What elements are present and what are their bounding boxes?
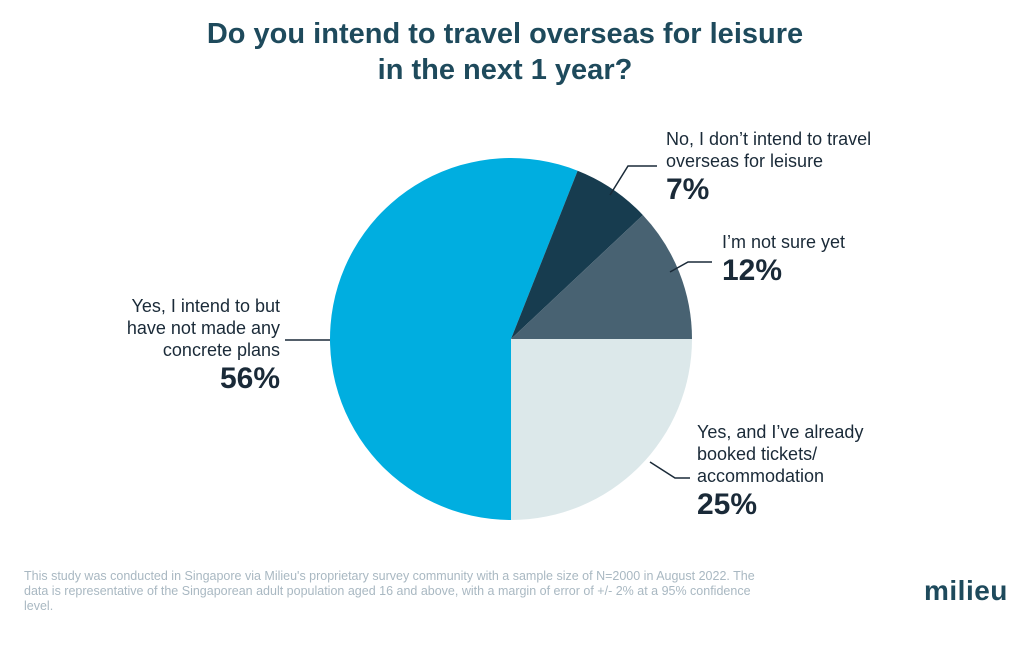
slice-label-booked-line2: booked tickets/: [697, 444, 818, 464]
slice-label-booked-line1: Yes, and I’ve already: [697, 422, 864, 442]
slice-value-not-sure: 12%: [722, 254, 783, 287]
slice-label-booked: Yes, and I’ve already booked tickets/ ac…: [697, 421, 863, 523]
leader-line-not-sure: [669, 261, 712, 273]
leader-line-no: [609, 165, 657, 196]
milieu-logo: milieu: [924, 575, 1008, 606]
leader-line-booked: [649, 461, 690, 479]
slice-label-no-line1: No, I don’t intend to travel: [666, 129, 872, 149]
slice-value-no: 7%: [666, 173, 710, 206]
slice-label-no: No, I don’t intend to travel overseas fo…: [666, 128, 871, 208]
slice-booked: [511, 339, 692, 520]
slice-label-yes-no-plans-line2: have not made any: [126, 318, 280, 338]
chart-title-line1: Do you intend to travel overseas for lei…: [206, 18, 804, 50]
slice-value-booked: 25%: [697, 488, 758, 521]
footnote: This study was conducted in Singapore vi…: [24, 569, 755, 613]
chart-title-line2: in the next 1 year?: [377, 54, 633, 86]
slice-label-no-line2: overseas for leisure: [666, 151, 824, 171]
slice-label-not-sure-line1: I’m not sure yet: [722, 232, 846, 252]
slice-label-yes-no-plans-line3: concrete plans: [162, 340, 280, 360]
slice-label-not-sure: I’m not sure yet 12%: [722, 231, 845, 289]
chart-title: Do you intend to travel overseas for lei…: [0, 16, 1010, 88]
slice-label-yes-no-plans: Yes, I intend to but have not made any c…: [80, 295, 280, 397]
slice-no: [511, 170, 643, 339]
slice-not-sure: [511, 215, 692, 339]
slice-label-yes-no-plans-line1: Yes, I intend to but: [131, 296, 280, 316]
slice-yes-no-plans: [330, 158, 578, 520]
slice-value-yes-no-plans: 56%: [219, 362, 280, 395]
slice-label-booked-line3: accommodation: [697, 466, 825, 486]
